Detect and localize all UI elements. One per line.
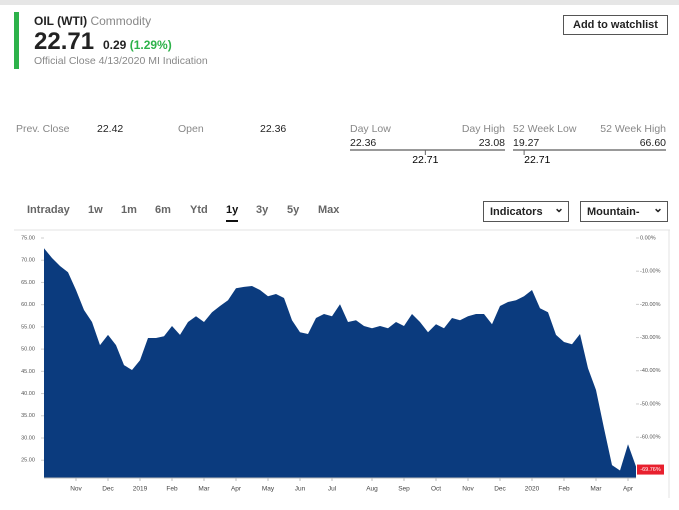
top-strip — [0, 0, 679, 5]
y2-tick-label: -60.00% — [640, 435, 661, 441]
range-tab[interactable]: 1w — [88, 204, 103, 216]
range-high: 66.60 — [639, 137, 666, 149]
range-tab[interactable]: 1m — [121, 204, 137, 216]
y-tick-label: 30.00 — [21, 435, 35, 441]
y2-tick-label: -10.00% — [640, 269, 661, 275]
range-high: 23.08 — [478, 137, 505, 149]
chart-type-dropdown[interactable]: Mountain-Cha — [580, 201, 668, 222]
x-tick-label: Jun — [295, 486, 306, 493]
last-value-label: -69.76% — [640, 467, 661, 473]
stat-value: 22.42 — [97, 123, 124, 135]
x-tick-label: Nov — [70, 486, 82, 493]
range-label: Day Low — [350, 123, 391, 135]
range-tab[interactable]: 1y — [226, 204, 239, 222]
price: 22.71 — [34, 28, 95, 55]
change-pct: (1.29%) — [129, 38, 172, 52]
range-low: 19.27 — [513, 137, 540, 149]
range-low: 22.36 — [350, 137, 377, 149]
y-tick-label: 55.00 — [21, 324, 35, 330]
x-tick-label: Aug — [366, 486, 378, 493]
range-tab[interactable]: 3y — [256, 204, 269, 216]
range-label: Day High — [461, 123, 505, 135]
x-tick-label: Sep — [398, 486, 410, 493]
y-tick-label: 35.00 — [21, 413, 35, 419]
x-tick-label: Nov — [462, 486, 474, 493]
x-tick-label: Mar — [590, 486, 602, 493]
x-tick-label: Jul — [328, 486, 337, 493]
last-value-badge — [637, 464, 664, 475]
stat-label: Open — [178, 123, 204, 135]
range-tab[interactable]: 5y — [287, 204, 300, 216]
x-tick-label: Apr — [231, 486, 242, 493]
x-tick-label: Feb — [558, 486, 570, 493]
close-note: Official Close 4/13/2020 MI Indication — [34, 55, 208, 67]
y2-tick-label: -50.00% — [640, 401, 661, 407]
watchlist-button[interactable]: Add to watchlist — [563, 15, 668, 35]
y2-tick-label: -40.00% — [640, 368, 661, 374]
y-tick-label: 50.00 — [21, 347, 35, 353]
x-tick-label: Dec — [102, 486, 114, 493]
y-tick-label: 40.00 — [21, 391, 35, 397]
y2-tick-label: 0.00% — [640, 235, 656, 241]
stat-label: Prev. Close — [16, 123, 70, 135]
range-tab[interactable]: Ytd — [190, 204, 208, 216]
range-tab[interactable]: Intraday — [27, 204, 70, 216]
x-tick-label: 2020 — [525, 486, 540, 493]
range-tab[interactable]: Max — [318, 204, 340, 216]
y-tick-label: 25.00 — [21, 458, 35, 464]
x-tick-label: Apr — [623, 486, 634, 493]
range-tab[interactable]: 6m — [155, 204, 171, 216]
x-tick-label: Oct — [431, 486, 441, 493]
x-tick-label: 2019 — [133, 486, 148, 493]
y2-tick-label: -30.00% — [640, 335, 661, 341]
quote-title: OIL (WTI) Commodity — [34, 14, 151, 28]
y-tick-label: 70.00 — [21, 258, 35, 264]
accent-bar — [14, 12, 19, 69]
stat-value: 22.36 — [260, 123, 287, 135]
range-label: 52 Week Low — [513, 123, 577, 135]
y-tick-label: 75.00 — [21, 235, 35, 241]
range-current: 22.71 — [412, 154, 438, 166]
change: 0.29 (1.29%) — [103, 38, 172, 52]
y-tick-label: 65.00 — [21, 280, 35, 286]
x-tick-label: May — [262, 486, 275, 493]
change-value: 0.29 — [103, 38, 127, 52]
symbol: OIL (WTI) — [34, 14, 88, 28]
y-tick-label: 60.00 — [21, 302, 35, 308]
y-tick-label: 45.00 — [21, 369, 35, 375]
asset-class: Commodity — [90, 14, 152, 28]
area — [44, 248, 636, 478]
indicators-dropdown[interactable]: Indicators — [483, 201, 569, 222]
x-tick-label: Mar — [198, 486, 210, 493]
x-tick-label: Feb — [166, 486, 178, 493]
range-label: 52 Week High — [600, 123, 666, 135]
x-tick-label: Dec — [494, 486, 506, 493]
range-current: 22.71 — [524, 154, 550, 166]
y2-tick-label: -20.00% — [640, 302, 661, 308]
